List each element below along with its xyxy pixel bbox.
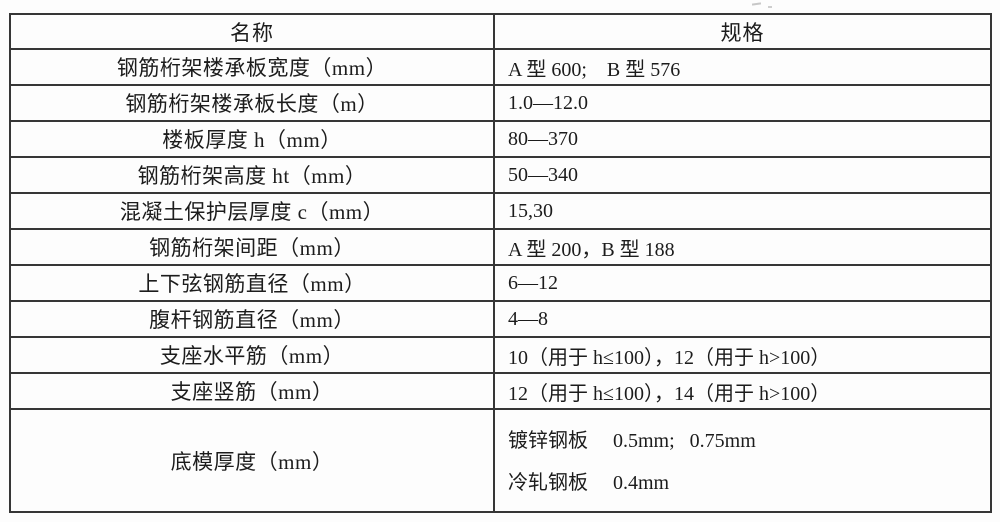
row-spec-cell: 80—370: [493, 120, 992, 158]
row-spec-cell: 15,30: [493, 192, 992, 230]
table-row: 上下弦钢筋直径（mm） 6—12: [9, 264, 992, 302]
table-row: 底模厚度（mm） 镀锌钢板 0.5mm; 0.75mm 冷轧钢板 0.4mm: [9, 408, 992, 513]
table-row: 钢筋桁架高度 ht（mm） 50—340: [9, 156, 992, 194]
spec-table: 名称 规格 钢筋桁架楼承板宽度（mm） A 型 600; B 型 576 钢筋桁…: [9, 13, 992, 513]
table-header-row: 名称 规格: [9, 13, 992, 50]
table-row: 支座水平筋（mm） 10（用于 h≤100），12（用于 h>100）: [9, 336, 992, 374]
row-spec-cell: 6—12: [493, 264, 992, 302]
row-name-cell: 钢筋桁架高度 ht（mm）: [9, 156, 495, 194]
table-row: 钢筋桁架间距（mm） A 型 200，B 型 188: [9, 228, 992, 266]
row-spec-cell: 镀锌钢板 0.5mm; 0.75mm 冷轧钢板 0.4mm: [493, 408, 992, 513]
table-row: 楼板厚度 h（mm） 80—370: [9, 120, 992, 158]
row-name-cell: 钢筋桁架楼承板宽度（mm）: [9, 48, 495, 86]
table-row: 腹杆钢筋直径（mm） 4—8: [9, 300, 992, 338]
table-row: 钢筋桁架楼承板宽度（mm） A 型 600; B 型 576: [9, 48, 992, 86]
row-name-cell: 楼板厚度 h（mm）: [9, 120, 495, 158]
row-name-cell: 支座水平筋（mm）: [9, 336, 495, 374]
scan-artifact-mark: [751, 2, 762, 6]
row-name-cell: 钢筋桁架间距（mm）: [9, 228, 495, 266]
row-spec-cell: 10（用于 h≤100），12（用于 h>100）: [493, 336, 992, 374]
scan-artifact-dot: [768, 6, 772, 8]
row-spec-cell: A 型 200，B 型 188: [493, 228, 992, 266]
header-cell-spec: 规格: [493, 13, 992, 50]
row-spec-cell: 4—8: [493, 300, 992, 338]
scan-artifact: [751, 2, 778, 9]
table-row: 支座竖筋（mm） 12（用于 h≤100），14（用于 h>100）: [9, 372, 992, 410]
row-name-cell: 腹杆钢筋直径（mm）: [9, 300, 495, 338]
row-name-cell: 底模厚度（mm）: [9, 408, 495, 513]
header-cell-name: 名称: [9, 13, 495, 50]
row-name-cell: 支座竖筋（mm）: [9, 372, 495, 410]
table-row: 钢筋桁架楼承板长度（m） 1.0—12.0: [9, 84, 992, 122]
row-name-cell: 混凝土保护层厚度 c（mm）: [9, 192, 495, 230]
row-spec-cell: 50—340: [493, 156, 992, 194]
row-name-cell: 上下弦钢筋直径（mm）: [9, 264, 495, 302]
row-spec-cell: 1.0—12.0: [493, 84, 992, 122]
row-spec-cell: A 型 600; B 型 576: [493, 48, 992, 86]
table-row: 混凝土保护层厚度 c（mm） 15,30: [9, 192, 992, 230]
row-name-cell: 钢筋桁架楼承板长度（m）: [9, 84, 495, 122]
row-spec-cell: 12（用于 h≤100），14（用于 h>100）: [493, 372, 992, 410]
table-body: 钢筋桁架楼承板宽度（mm） A 型 600; B 型 576 钢筋桁架楼承板长度…: [9, 48, 992, 513]
